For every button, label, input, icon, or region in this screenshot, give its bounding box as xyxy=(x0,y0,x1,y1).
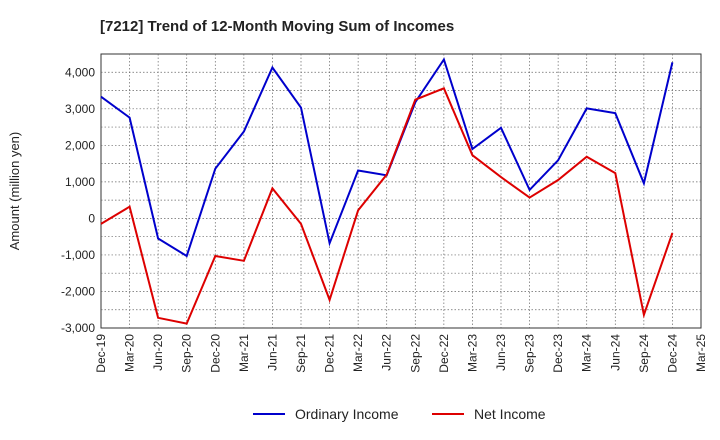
legend: Ordinary Income Net Income xyxy=(253,406,546,422)
x-tick-label: Jun-24 xyxy=(608,334,622,371)
y-axis: 4,000 3,000 2,000 1,000 0 -1,000 -2,000 -3,000 xyxy=(61,65,95,335)
plot-frame xyxy=(100,53,702,329)
x-tick-label: Sep-24 xyxy=(637,334,651,373)
y-tick-label: 0 xyxy=(88,211,95,225)
y-tick-label: 1,000 xyxy=(65,175,95,189)
x-tick-label: Mar-23 xyxy=(465,334,479,372)
x-tick-label: Dec-20 xyxy=(208,334,222,373)
plot-area xyxy=(100,53,702,329)
y-tick-label: 4,000 xyxy=(65,65,95,79)
x-tick-label: Dec-19 xyxy=(94,334,108,373)
x-tick-label: Sep-22 xyxy=(408,334,422,373)
series-layer xyxy=(100,57,674,325)
y-tick-label: -1,000 xyxy=(61,248,95,262)
chart-title: [7212] Trend of 12-Month Moving Sum of I… xyxy=(100,18,454,35)
x-tick-label: Dec-24 xyxy=(665,334,679,373)
y-tick-label: -3,000 xyxy=(61,321,95,335)
x-axis: Dec-19 Mar-20 Jun-20 Sep-20 Dec-20 Mar-21 Jun-… xyxy=(94,334,708,373)
x-tick-label: Sep-20 xyxy=(180,334,194,373)
y-tick-label: 3,000 xyxy=(65,102,95,116)
series-line-net-income xyxy=(100,87,674,325)
y-tick-label: 2,000 xyxy=(65,138,95,152)
x-tick-label: Jun-20 xyxy=(151,334,165,371)
x-tick-label: Jun-22 xyxy=(380,334,394,371)
y-axis-label: Amount (million yen) xyxy=(7,132,22,251)
x-tick-label: Mar-20 xyxy=(123,334,137,372)
x-tick-label: Dec-23 xyxy=(551,334,565,373)
x-tick-label: Mar-22 xyxy=(351,334,365,372)
legend-label-ordinary-income: Ordinary Income xyxy=(295,406,399,422)
x-tick-label: Mar-24 xyxy=(580,334,594,372)
x-tick-label: Mar-25 xyxy=(694,334,708,372)
x-tick-label: Dec-22 xyxy=(437,334,451,373)
y-tick-label: -2,000 xyxy=(61,284,95,298)
x-tick-label: Jun-21 xyxy=(265,334,279,371)
x-tick-label: Jun-23 xyxy=(494,334,508,371)
x-tick-label: Mar-21 xyxy=(237,334,251,372)
x-tick-label: Sep-23 xyxy=(523,334,537,373)
x-tick-label: Sep-21 xyxy=(294,334,308,373)
x-tick-label: Dec-21 xyxy=(323,334,337,373)
legend-label-net-income: Net Income xyxy=(474,406,546,422)
